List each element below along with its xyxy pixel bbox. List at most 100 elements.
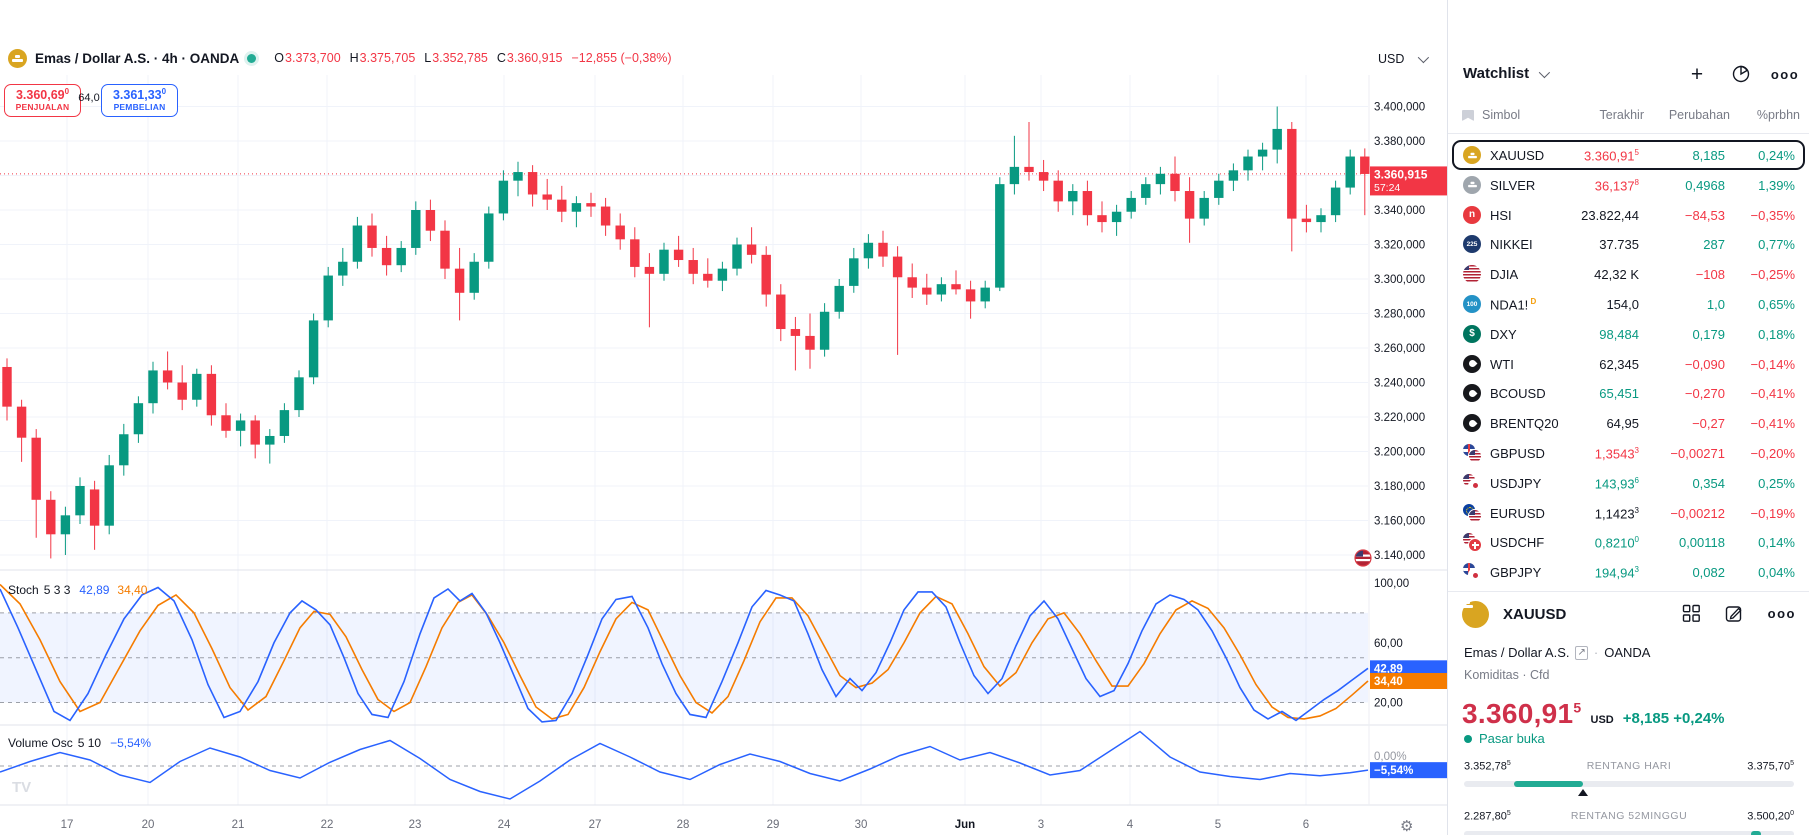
candle xyxy=(907,277,917,288)
watchlist-row-BCOUSD[interactable]: BCOUSD 65,451 −0,270 −0,41% xyxy=(1452,378,1805,408)
column-pct[interactable]: %prbhn xyxy=(1756,108,1800,122)
candle xyxy=(265,435,275,445)
price-axis-label: 3.380,000 xyxy=(1374,136,1425,148)
stoch-indicator-label[interactable]: Stoch 5 3 3 42,89 34,40 xyxy=(8,583,148,597)
time-axis[interactable]: 17 20 21 22 23 24 27 28 29 30 Jun 3 4 5 6 xyxy=(61,819,1310,831)
gold-symbol-icon xyxy=(1462,601,1489,628)
watchlist-row-GBPJPY[interactable]: GBPJPY 194,943 0,082 0,04% xyxy=(1452,557,1805,587)
candle xyxy=(630,239,640,267)
candle xyxy=(162,370,173,383)
watchlist-row-USDJPY[interactable]: USDJPY 143,936 0,354 0,25% xyxy=(1452,468,1805,498)
candle xyxy=(746,244,757,255)
watchlist-more-button[interactable]: ooo xyxy=(1770,66,1800,82)
percent-change: 0,65% xyxy=(1758,297,1795,312)
watchlist-row-EURUSD[interactable]: EURUSD 1,14233 −0,00212 −0,19% xyxy=(1452,498,1805,528)
time-label: 24 xyxy=(498,819,511,831)
symbol-title[interactable]: Emas / Dollar A.S. · 4h · OANDA xyxy=(35,50,240,66)
market-open-dot-icon[interactable] xyxy=(247,53,257,63)
heatmap-button[interactable] xyxy=(1730,63,1752,85)
watchlist-row-DXY[interactable]: $ DXY 98,484 0,179 0,18% xyxy=(1452,319,1805,349)
last-price: 0,82100 xyxy=(1594,535,1639,551)
sell-button[interactable]: 3.360,690 PENJUALAN xyxy=(4,84,81,117)
spread-value: 64,0 xyxy=(78,92,100,104)
stoch-axis-label: 100,00 xyxy=(1374,578,1409,590)
svg-text:3.360,915: 3.360,915 xyxy=(1374,167,1428,181)
time-label: 28 xyxy=(677,819,690,831)
watchlist-row-XAUUSD[interactable]: XAUUSD 3.360,915 8,185 0,24% xyxy=(1452,140,1805,170)
gbpusd-flags-icon xyxy=(1463,444,1481,462)
candle xyxy=(849,258,859,286)
candle xyxy=(250,420,260,445)
external-link-icon[interactable]: ↗ xyxy=(1575,645,1588,660)
stoch-d-value: 34,40 xyxy=(117,583,148,597)
time-label: 21 xyxy=(232,819,245,831)
watchlist-row-SILVER[interactable]: SILVER 36,1378 0,4968 1,39% xyxy=(1452,170,1805,200)
column-symbol[interactable]: Simbol xyxy=(1482,108,1521,122)
candle xyxy=(863,242,874,259)
percent-change: 0,25% xyxy=(1758,475,1795,491)
buy-button[interactable]: 3.361,330 PEMBELIAN xyxy=(101,84,178,117)
volume-osc-value: −5,54% xyxy=(110,736,152,750)
hsi-icon: n xyxy=(1463,205,1481,224)
candle xyxy=(878,242,888,257)
svg-text:34,40: 34,40 xyxy=(1374,676,1403,688)
candle xyxy=(75,486,85,516)
currency-selector[interactable]: USD xyxy=(1378,48,1438,70)
price-axis-label: 3.200,000 xyxy=(1374,447,1425,459)
candle xyxy=(89,489,100,526)
watchlist-title[interactable]: Watchlist xyxy=(1463,65,1551,82)
candle xyxy=(513,172,523,181)
watchlist-row-DJIA[interactable]: DJIA 42,32 K −108 −0,25% xyxy=(1452,259,1805,289)
edit-note-icon[interactable] xyxy=(1725,604,1744,623)
detail-full-name[interactable]: Emas / Dollar A.S. xyxy=(1464,645,1570,660)
watchlist-row-GBPUSD[interactable]: GBPUSD 1,35433 −0,00271 −0,20% xyxy=(1452,438,1805,468)
time-label: 27 xyxy=(589,819,602,831)
candle xyxy=(1184,191,1195,219)
watchlist-row-BRENTQ20[interactable]: BRENTQ20 64,95 −0,27 −0,41% xyxy=(1452,408,1805,438)
price-change: 8,185 xyxy=(1692,148,1725,163)
symbol-name: USDCHF xyxy=(1490,535,1545,551)
candle xyxy=(1316,215,1326,223)
watchlist-row-NDA1![interactable]: 100 NDA1! D 154,0 1,0 0,65% xyxy=(1452,289,1805,319)
flag-column-icon[interactable] xyxy=(1462,110,1474,121)
volume-osc-pane xyxy=(0,730,1369,800)
watchlist-row-WTI[interactable]: WTI 62,345 −0,090 −0,14% xyxy=(1452,349,1805,379)
candle xyxy=(338,261,348,276)
volume-osc-indicator-label[interactable]: Volume Osc 5 10 −5,54% xyxy=(8,736,152,750)
candle xyxy=(1214,180,1224,198)
ohlc-readout: O3.373,700 H3.375,705 L3.352,785 C3.360,… xyxy=(274,51,672,65)
percent-change: 0,04% xyxy=(1758,565,1795,581)
column-last[interactable]: Terakhir xyxy=(1599,108,1644,122)
low-value: 3.352,785 xyxy=(432,51,488,65)
watchlist-row-NIKKEI[interactable]: 225 NIKKEI 37.735 287 0,77% xyxy=(1452,229,1805,259)
watchlist-row-USDCHF[interactable]: USDCHF 0,82100 0,00118 0,14% xyxy=(1452,527,1805,557)
time-label: Jun xyxy=(955,819,975,831)
candle xyxy=(557,199,567,212)
time-label: 29 xyxy=(767,819,780,831)
candle xyxy=(381,247,392,266)
price-chart[interactable]: 17 20 21 22 23 24 27 28 29 30 Jun 3 4 5 6 3.400,000 3.38… xyxy=(0,0,1447,835)
detail-more-button[interactable]: ooo xyxy=(1767,606,1796,621)
price-axis[interactable]: 3.400,000 3.380,000 3.340,000 3.320,000 3.30… xyxy=(1374,102,1425,764)
change-value: −12,855 (−0,38%) xyxy=(571,51,672,65)
tradingview-logo-icon[interactable]: TV xyxy=(12,779,31,796)
column-change[interactable]: Perubahan xyxy=(1668,108,1730,122)
price-axis-label: 3.400,000 xyxy=(1374,102,1425,114)
watchlist-row-HSI[interactable]: n HSI 23.822,44 −84,53 −0,35% xyxy=(1452,200,1805,230)
detail-symbol[interactable]: XAUUSD xyxy=(1503,606,1567,623)
price-axis-label: 3.300,000 xyxy=(1374,274,1425,286)
usdjpy-flags-icon xyxy=(1463,473,1481,492)
candle xyxy=(352,225,363,262)
add-symbol-button[interactable]: + xyxy=(1690,62,1704,86)
symbol-name: DXY xyxy=(1490,326,1517,342)
timezone-settings-gear-icon[interactable]: ⚙ xyxy=(1400,818,1413,835)
percent-change: −0,41% xyxy=(1750,386,1795,402)
price-change: −0,270 xyxy=(1684,386,1725,402)
grid-layout-icon[interactable] xyxy=(1682,604,1701,623)
usdchf-flags-icon xyxy=(1463,533,1481,552)
last-price: 3.360,915 xyxy=(1583,148,1639,164)
candle xyxy=(1009,166,1020,185)
percent-change: −0,25% xyxy=(1750,267,1795,283)
market-open-dot-icon xyxy=(1464,734,1472,743)
